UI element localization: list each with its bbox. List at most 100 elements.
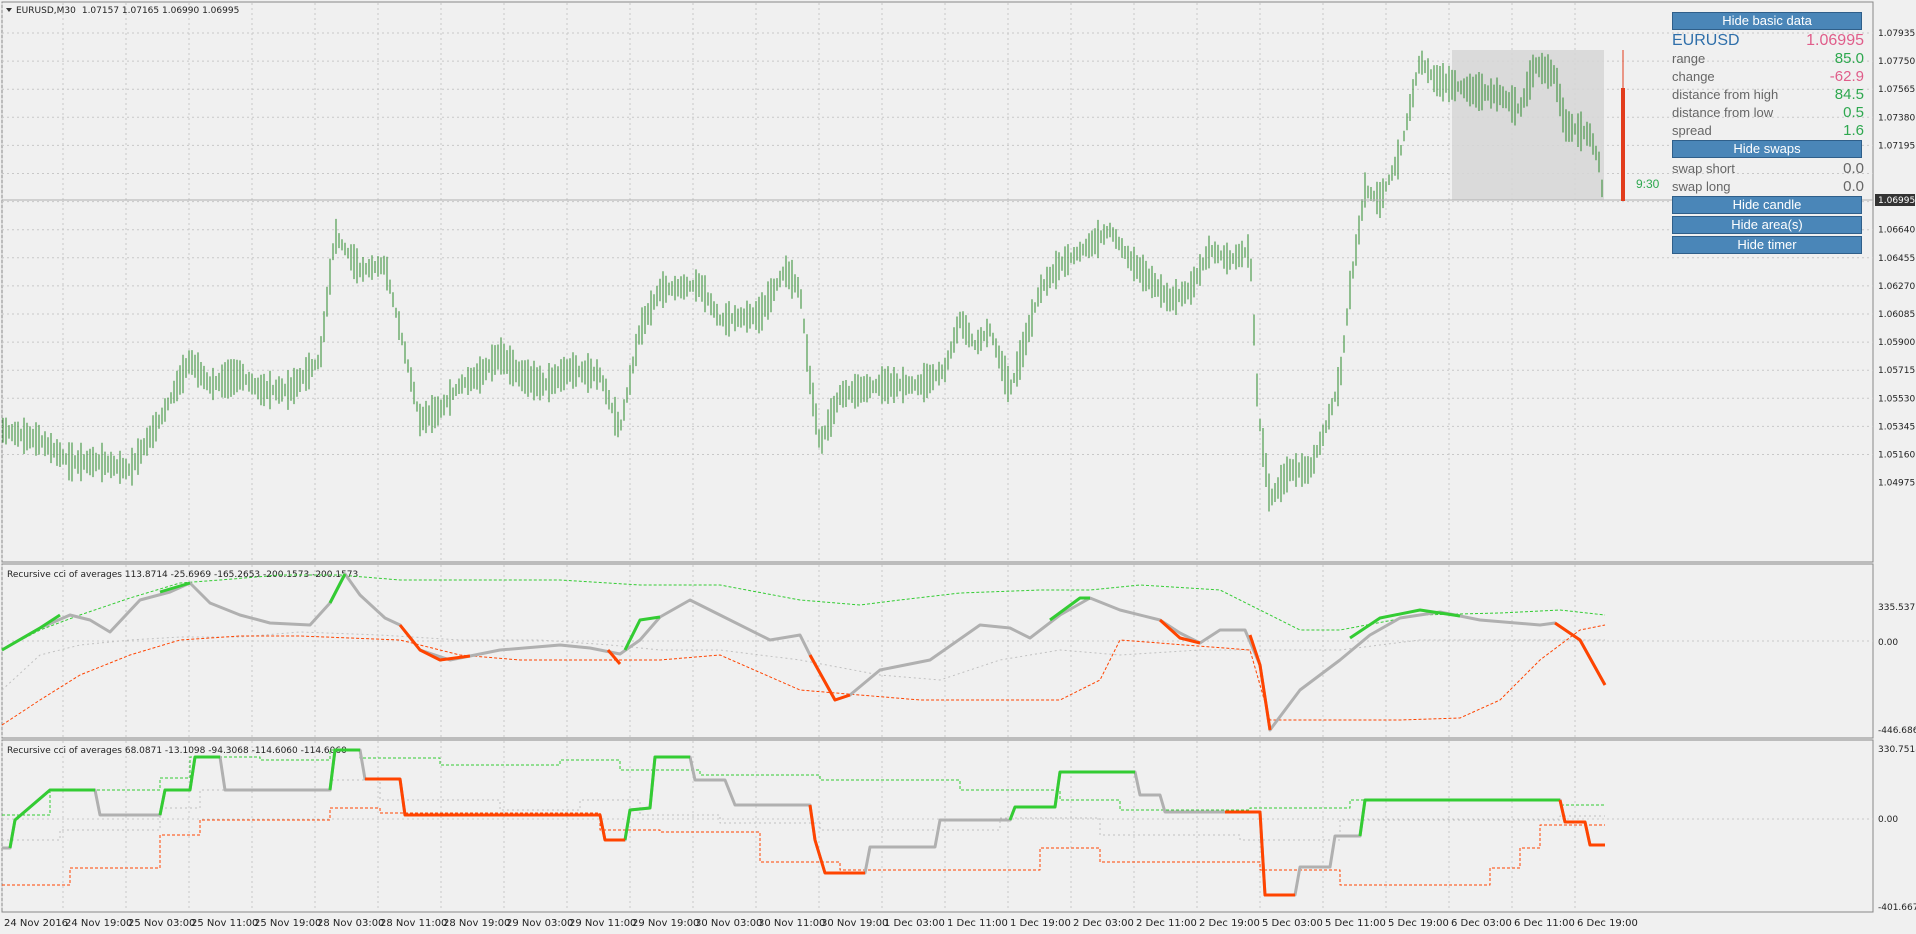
symbol-timeframe: EURUSD,M30 1.07157 1.07165 1.06990 1.0699… [16,6,239,16]
stat-row-spread: spread 1.6 [1672,122,1864,140]
stat-label: spread [1672,123,1712,138]
indicator-pane-1[interactable] [1,563,1874,739]
hide-timer-button[interactable]: Hide timer [1672,236,1862,254]
ind2-cci-up-segment [1008,770,1135,821]
swap-label: swap long [1672,179,1731,194]
symbol-price: 1.06995 [1806,32,1864,49]
ind2-cci-up-segment [158,755,220,816]
price-axis-label: 1.06270 [1878,282,1915,292]
price-bars [2,50,1603,512]
ind2-cci-down-segment [1558,799,1605,847]
price-axis-label: 1.05900 [1878,338,1915,348]
ind1-signal-line [1,631,1605,691]
stat-row-distance-high: distance from high 84.5 [1672,86,1864,104]
price-axis-label: 1.05345 [1878,422,1915,432]
time-axis-label: 29 Nov 03:00 [506,918,573,929]
stat-value: -62.9 [1829,68,1864,85]
price-axis-label: 1.05715 [1878,366,1915,376]
stat-row-change: change -62.9 [1672,68,1864,86]
time-axis-label: 28 Nov 03:00 [317,918,384,929]
indicator2-lines [2,748,1605,897]
time-axis-label: 2 Dec 03:00 [1073,918,1134,929]
time-axis-label: 30 Nov 03:00 [695,918,762,929]
time-axis-label: 24 Nov 19:00 [65,918,132,929]
ind2-cci-down-segment [808,804,865,875]
price-axis-label: 1.06085 [1878,310,1915,320]
price-axis-label: 1.07750 [1878,57,1915,67]
ind2-cci-up-segment [623,755,690,841]
ind1-cci-down-segment [1248,634,1272,731]
swap-value: 0.0 [1843,178,1864,195]
symbol-row: EURUSD 1.06995 [1672,32,1864,50]
ind2-axis-bottom: -401.6675 [1878,903,1916,913]
stat-label: change [1672,69,1715,84]
time-axis-label: 24 Nov 2016 [4,918,68,929]
highlight-area[interactable] [1452,50,1604,200]
price-axis-label: 1.06640 [1878,226,1915,236]
time-axis-label: 5 Dec 11:00 [1325,918,1386,929]
hide-areas-button[interactable]: Hide area(s) [1672,216,1862,234]
price-axis-label: 1.06455 [1878,254,1915,264]
symbol-name: EURUSD [1672,32,1740,49]
time-axis-label: 5 Dec 03:00 [1262,918,1323,929]
ind1-axis-top: 335.5377 [1878,603,1916,613]
ind1-cci-down-segment [1554,621,1607,686]
ind2-axis-zero: 0.00 [1878,815,1898,825]
time-axis-label: 6 Dec 19:00 [1577,918,1638,929]
ind1-cci-down-segment [808,654,851,702]
price-axis-label: 1.04975 [1878,479,1915,489]
hide-swaps-button[interactable]: Hide swaps [1672,140,1862,158]
ind1-cci-down-segment [398,624,471,662]
ind1-cci-down-segment [606,649,622,665]
stat-label: distance from high [1672,87,1779,102]
ind1-lower-band [1,624,1606,726]
indicator2-label: Recursive cci of averages 68.0871 -13.10… [7,746,347,756]
ind2-axis-top: 330.7518 [1878,745,1916,755]
time-axis-label: 28 Nov 19:00 [443,918,510,929]
time-axis-label: 6 Dec 03:00 [1451,918,1512,929]
indicator1-lines [1,572,1607,732]
ind1-cci-up-segment [159,581,191,594]
hide-basic-data-button[interactable]: Hide basic data [1672,12,1862,30]
time-axis-label: 5 Dec 19:00 [1388,918,1449,929]
time-axis-label: 1 Dec 11:00 [947,918,1008,929]
price-axis-label: 1.05160 [1878,451,1915,461]
time-axis-label: 29 Nov 19:00 [632,918,699,929]
time-axis-label: 1 Dec 19:00 [1010,918,1071,929]
price-axis-label: 1.05530 [1878,394,1915,404]
ind1-axis-bottom: -446.6865 [1878,726,1916,736]
chevron-down-icon[interactable] [6,8,12,12]
stat-label: distance from low [1672,105,1774,120]
ind2-cci-up-segment [1358,798,1560,837]
hide-candle-button[interactable]: Hide candle [1672,196,1862,214]
time-axis-label: 1 Dec 03:00 [884,918,945,929]
ind1-cci-up-segment [623,615,661,651]
ind1-cci-up-segment [328,573,347,604]
time-axis-label: 30 Nov 11:00 [758,918,825,929]
price-axis-label: 1.07565 [1878,85,1915,95]
time-axis-label: 25 Nov 03:00 [128,918,195,929]
swap-row-long: swap long 0.0 [1672,178,1864,196]
ind1-cci-up-segment [1,613,61,652]
ind2-lower-band [2,807,1605,886]
current-price-tag-text: 1.06995 [1878,196,1915,206]
price-axis-label: 1.07935 [1878,29,1915,39]
time-axis-label: 6 Dec 11:00 [1514,918,1575,929]
time-axis-label: 30 Nov 19:00 [821,918,888,929]
time-axis-label: 28 Nov 11:00 [380,918,447,929]
stat-row-range: range 85.0 [1672,50,1864,68]
ind1-cci-down-segment [1158,618,1201,645]
ind2-cci-down-segment [1225,810,1295,897]
time-axis-label: 25 Nov 19:00 [254,918,321,929]
ind1-cci-line [1,572,1607,732]
stat-value: 85.0 [1834,50,1864,67]
ind1-upper-band [1,574,1606,651]
stat-label: range [1672,51,1706,66]
grid-lines [1,3,1873,911]
stat-value: 84.5 [1834,86,1864,103]
time-axis-label: 29 Nov 11:00 [569,918,636,929]
stat-value: 1.6 [1843,122,1864,139]
swap-value: 0.0 [1843,160,1864,177]
